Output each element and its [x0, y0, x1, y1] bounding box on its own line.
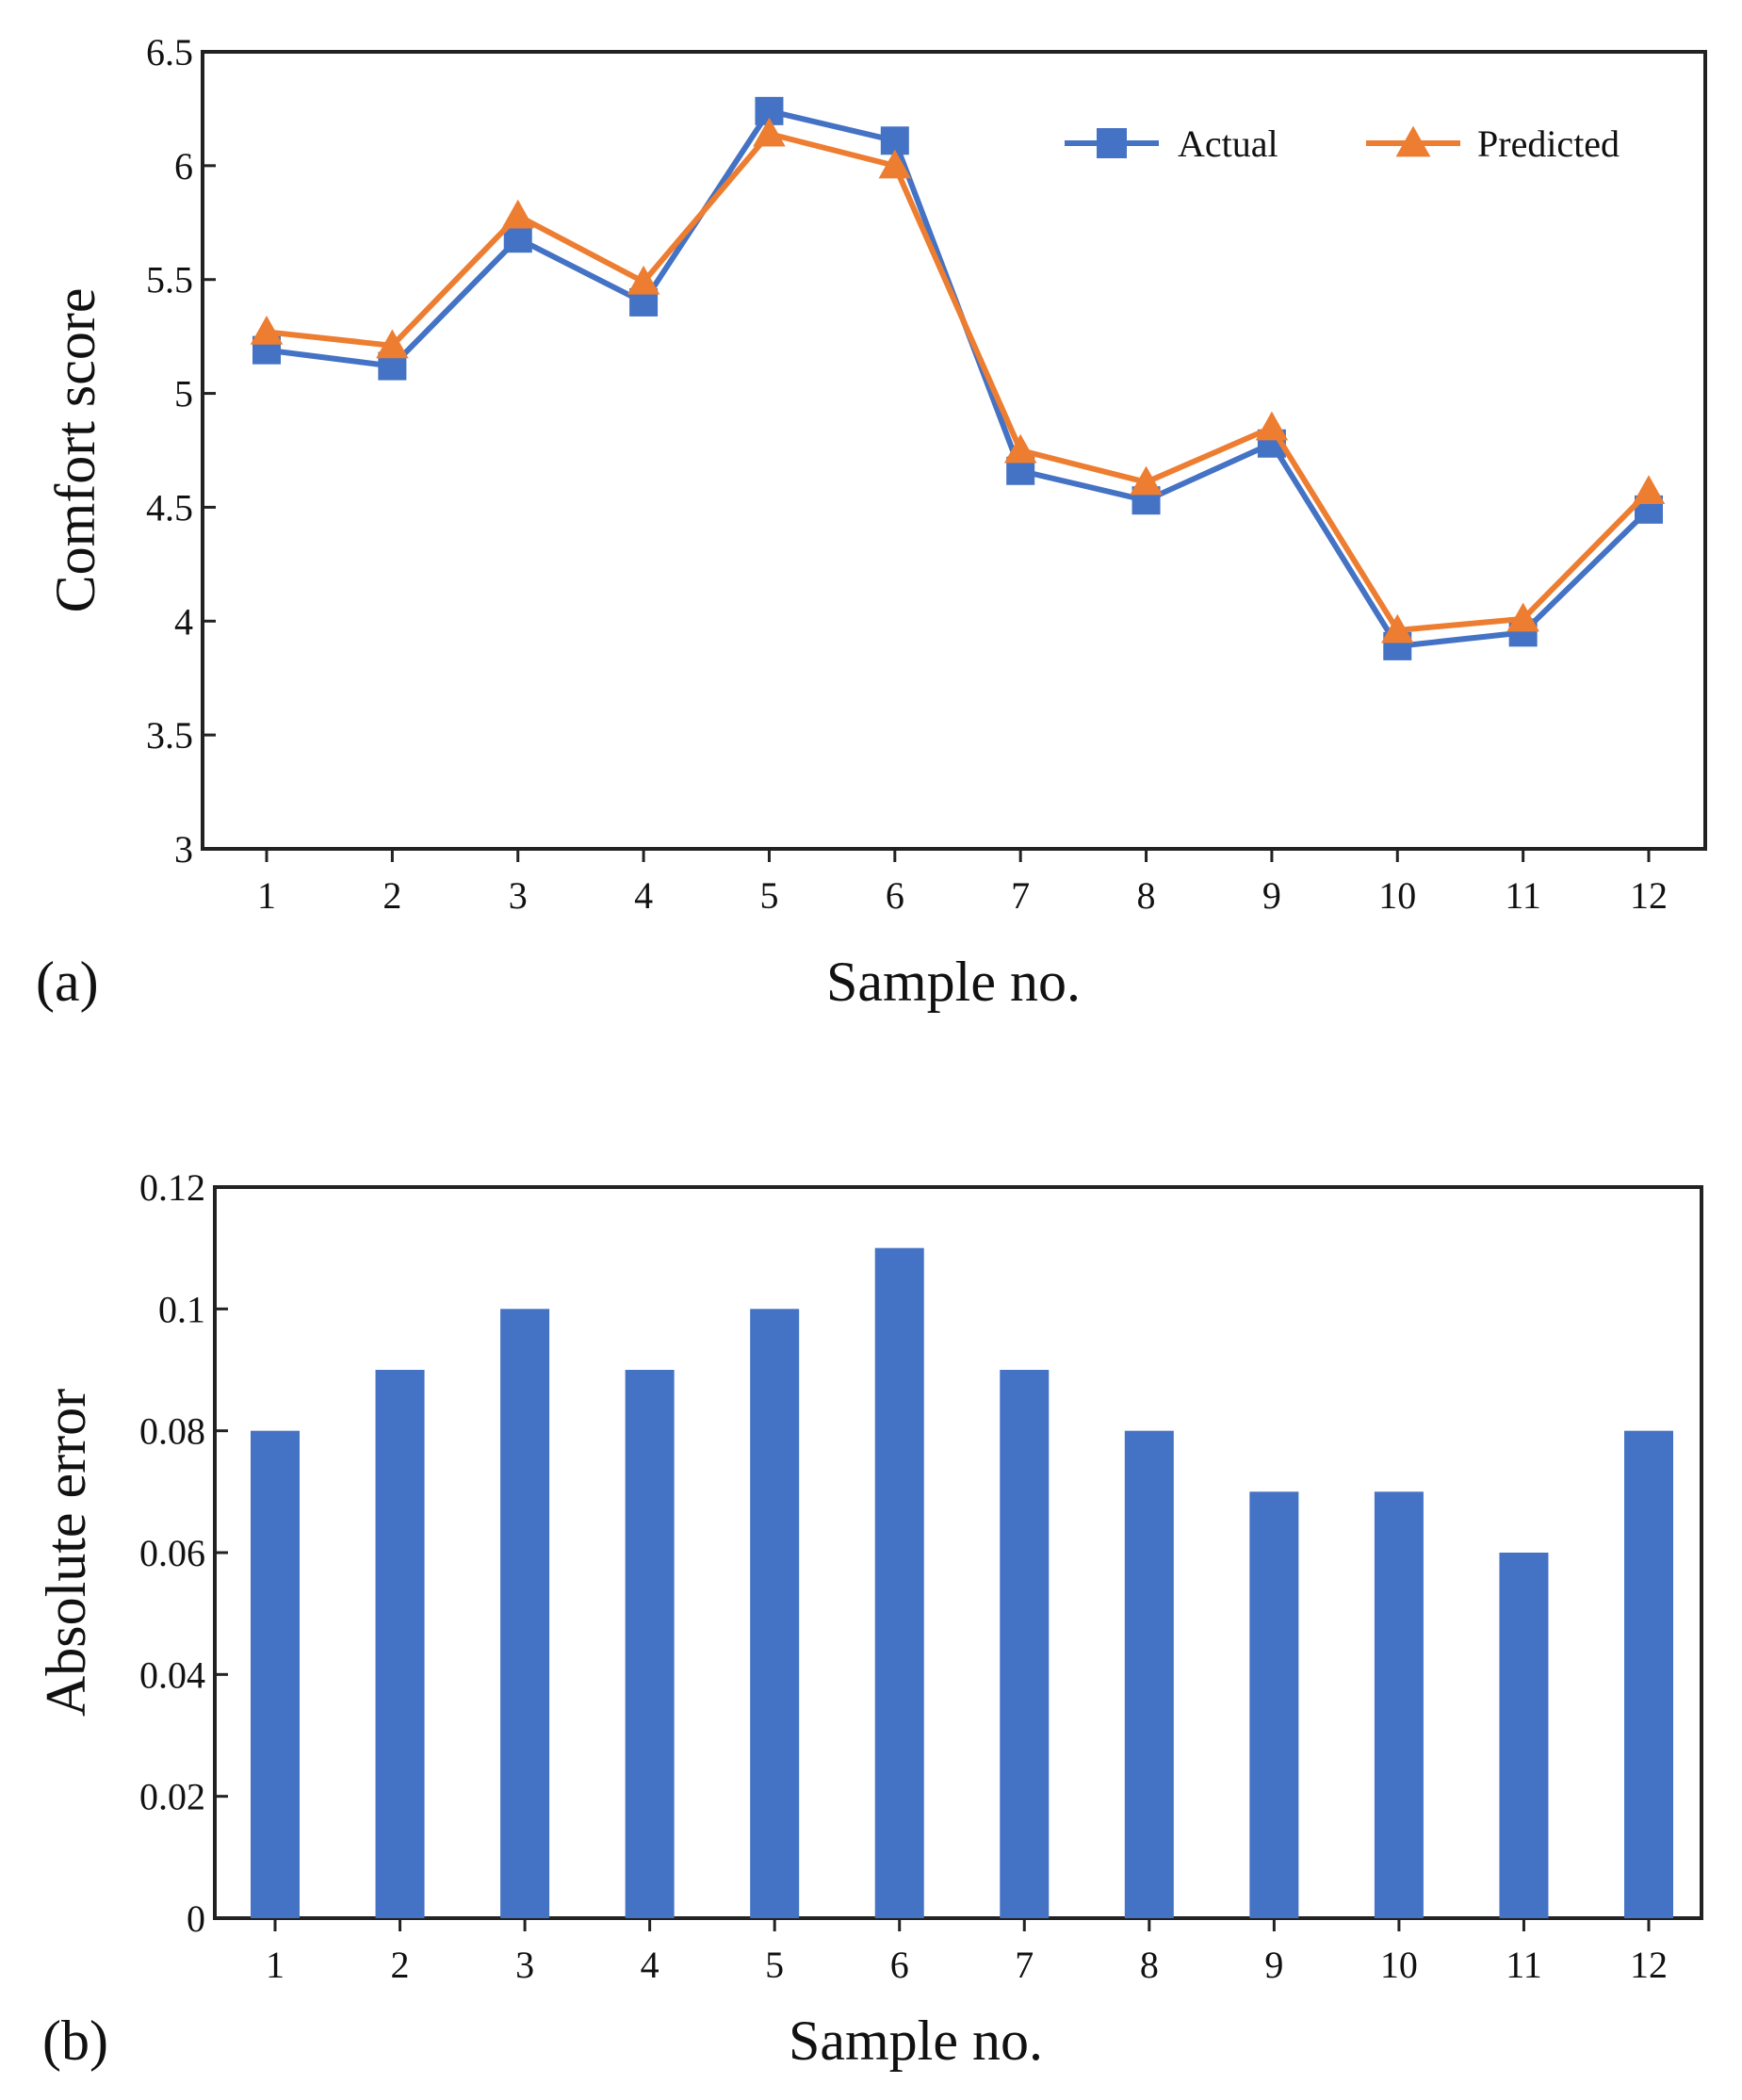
triangle-marker — [1255, 411, 1289, 441]
y-tick-label: 0.1 — [158, 1288, 205, 1330]
y-tick-label: 0.02 — [139, 1776, 205, 1818]
triangle-marker — [250, 316, 284, 345]
x-tick-label: 5 — [765, 1944, 784, 1986]
y-tick-label: 5.5 — [146, 259, 193, 301]
x-tick-label: 3 — [515, 1944, 534, 1986]
triangle-marker — [878, 149, 912, 179]
x-tick-label: 8 — [1137, 874, 1156, 917]
x-tick-label: 3 — [509, 874, 528, 917]
bars — [251, 1247, 1673, 1918]
bar — [251, 1430, 300, 1918]
x-tick-label: 9 — [1262, 874, 1281, 917]
x-tick-label: 2 — [383, 874, 401, 917]
triangle-marker — [1395, 125, 1431, 157]
bar — [375, 1370, 425, 1918]
series-actual — [252, 96, 1663, 660]
y-tick-label: 0.06 — [139, 1532, 205, 1574]
x-axis-title: Sample no. — [789, 2010, 1043, 2072]
series-line — [266, 131, 1652, 633]
y-tick-label: 3 — [174, 828, 193, 871]
legend-label: Predicted — [1477, 122, 1620, 165]
y-tick-label: 4.5 — [146, 486, 193, 529]
x-tick-label: 12 — [1630, 874, 1668, 917]
triangle-marker — [1003, 433, 1037, 464]
y-axis-ticks: 3 3.5 4 4.5 5 5.5 6 6.5 — [146, 31, 216, 871]
bar — [1624, 1430, 1673, 1918]
x-tick-label: 1 — [266, 1944, 285, 1986]
triangle-marker — [1632, 475, 1666, 505]
y-tick-label: 0.04 — [139, 1653, 205, 1696]
panel-label-b: (b) — [42, 2010, 108, 2072]
triangle-marker — [1506, 602, 1539, 632]
panel-label-a: (a) — [36, 951, 99, 1013]
bar — [750, 1309, 800, 1918]
y-axis-title: Absolute error — [35, 1389, 97, 1717]
y-tick-label: 4 — [174, 600, 193, 643]
triangle-marker — [501, 199, 534, 229]
series-line — [266, 107, 1652, 649]
bar — [1124, 1430, 1174, 1918]
bar — [874, 1247, 924, 1918]
x-tick-label: 4 — [634, 874, 653, 917]
triangle-marker — [753, 117, 786, 147]
y-tick-label: 5 — [174, 373, 193, 415]
x-tick-label: 7 — [1011, 874, 1030, 917]
y-axis-ticks: 0 0.02 0.04 0.06 0.08 0.1 0.12 — [139, 1166, 228, 1940]
x-tick-label: 2 — [391, 1944, 410, 1986]
series-lines — [250, 96, 1666, 660]
x-tick-label: 12 — [1630, 1944, 1668, 1986]
x-tick-label: 10 — [1378, 874, 1416, 917]
bar — [1000, 1370, 1050, 1918]
x-axis-ticks: 1 2 3 4 5 6 7 8 9 10 11 12 — [266, 1918, 1668, 1986]
x-tick-label: 11 — [1505, 874, 1541, 917]
triangle-marker — [1381, 613, 1414, 643]
x-axis-title: Sample no. — [826, 951, 1081, 1013]
y-axis-title: Comfort score — [44, 288, 106, 613]
bar — [1249, 1491, 1299, 1918]
x-tick-label: 5 — [759, 874, 778, 917]
plot-frame — [201, 50, 1707, 851]
y-tick-label: 0.08 — [139, 1410, 205, 1453]
bar — [625, 1370, 675, 1918]
legend: Actual Predicted — [1065, 122, 1620, 165]
x-tick-label: 10 — [1380, 1944, 1418, 1986]
legend-label: Actual — [1178, 122, 1278, 165]
bar — [1499, 1553, 1549, 1918]
x-tick-label: 11 — [1506, 1944, 1542, 1986]
x-tick-label: 4 — [641, 1944, 659, 1986]
line-chart-panel: 33.544.555.566.5 1 2 3 4 5 6 7 8 9 10 11 12 Actual P… — [36, 31, 1707, 1013]
bar — [500, 1309, 550, 1918]
y-tick-label: 6.5 — [146, 31, 193, 73]
x-tick-label: 8 — [1140, 1944, 1159, 1986]
triangle-marker — [376, 329, 409, 359]
x-tick-label: 7 — [1015, 1944, 1034, 1986]
x-tick-label: 6 — [886, 874, 904, 917]
series-predicted — [250, 117, 1666, 643]
square-marker — [1097, 128, 1127, 158]
x-tick-label: 1 — [257, 874, 276, 917]
x-tick-label: 9 — [1264, 1944, 1283, 1986]
y-tick-label: 0.12 — [139, 1166, 205, 1209]
triangle-marker — [1130, 465, 1163, 496]
y-tick-label: 3.5 — [146, 714, 193, 757]
plot-frame — [213, 1185, 1703, 1920]
y-tick-label: 6 — [174, 145, 193, 187]
y-tick-label: 0 — [187, 1897, 205, 1940]
bar-chart-panel: 00.020.040.060.080.10.12 1 2 3 4 5 6 7 8 9 10 11 12… — [35, 1166, 1703, 2072]
x-axis-ticks: 1 2 3 4 5 6 7 8 9 10 11 12 — [257, 849, 1668, 917]
x-tick-label: 6 — [890, 1944, 909, 1986]
triangle-marker — [627, 265, 660, 295]
bar — [1374, 1491, 1424, 1918]
